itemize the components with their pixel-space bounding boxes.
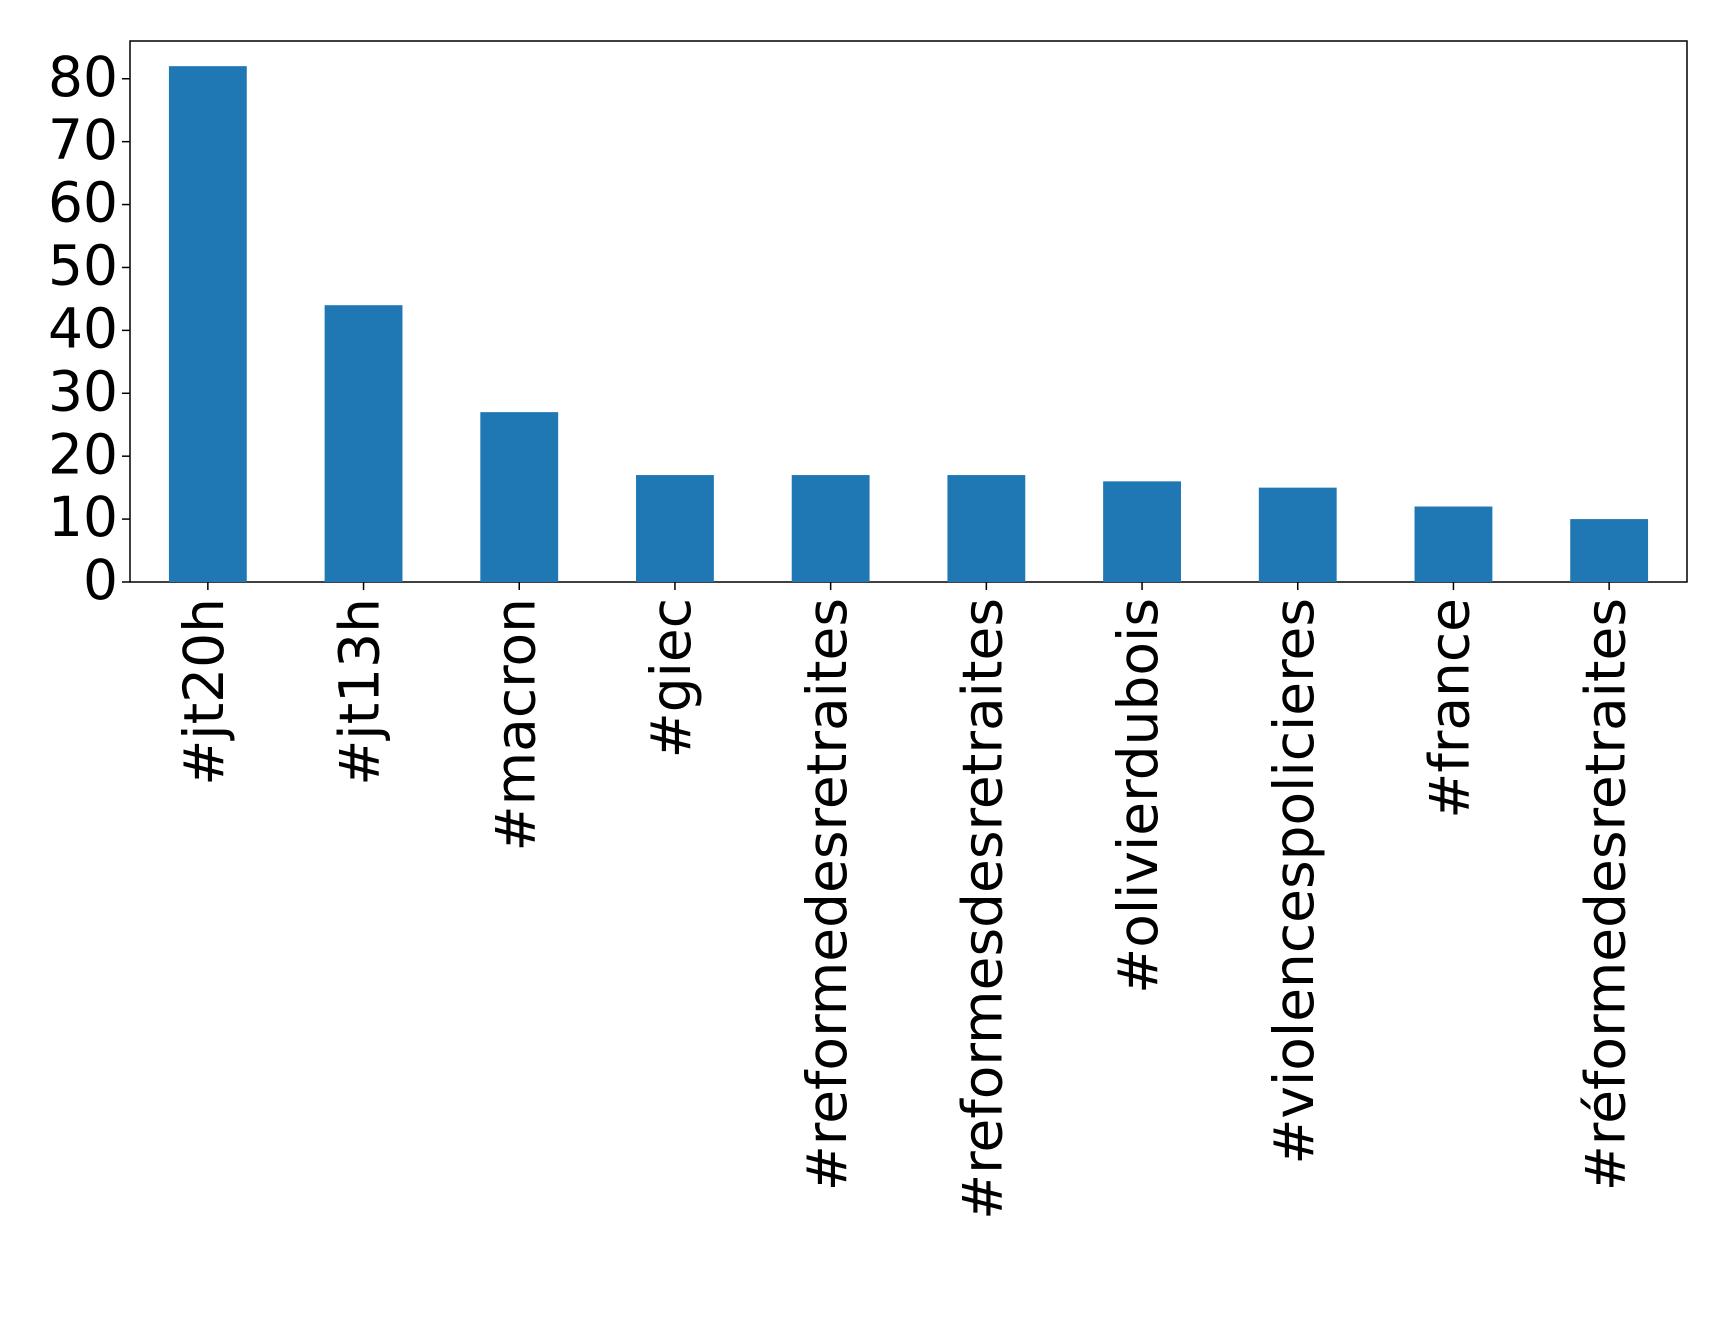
y-tick-label: 50 [48, 234, 118, 298]
plot-frame [129, 40, 1688, 583]
x-tick-label: #reformesdesretraites [950, 598, 1014, 1220]
y-tick-label: 20 [48, 422, 118, 486]
x-tick-label: #macron [483, 598, 547, 852]
x-tick-label: #giec [639, 598, 703, 758]
bar [636, 475, 714, 582]
bar [947, 475, 1026, 582]
bar [480, 412, 559, 582]
x-tick-label: #jt20h [172, 598, 236, 786]
bar [324, 305, 403, 582]
x-tick-label: #jt13h [328, 598, 392, 786]
y-tick-label: 30 [48, 359, 118, 423]
y-tick-label: 60 [48, 171, 118, 235]
bar [1258, 487, 1337, 582]
x-tick-label: #reformedesretraites [795, 598, 859, 1191]
y-tick-label: 70 [48, 108, 118, 172]
x-tick-label: #violencespolicieres [1262, 598, 1326, 1165]
bar [1570, 519, 1649, 582]
bar [1103, 481, 1181, 582]
y-tick-label: 0 [83, 548, 118, 612]
y-tick-label: 10 [48, 485, 118, 549]
bar [791, 475, 870, 582]
x-tick-label: #réformedesretraites [1573, 598, 1637, 1191]
bar [1414, 506, 1493, 582]
y-tick-label: 40 [48, 297, 118, 361]
bar [168, 66, 247, 583]
x-tick-label: #france [1418, 598, 1482, 819]
x-tick-label: #olivierdubois [1106, 598, 1170, 994]
y-tick-label: 80 [48, 45, 118, 109]
